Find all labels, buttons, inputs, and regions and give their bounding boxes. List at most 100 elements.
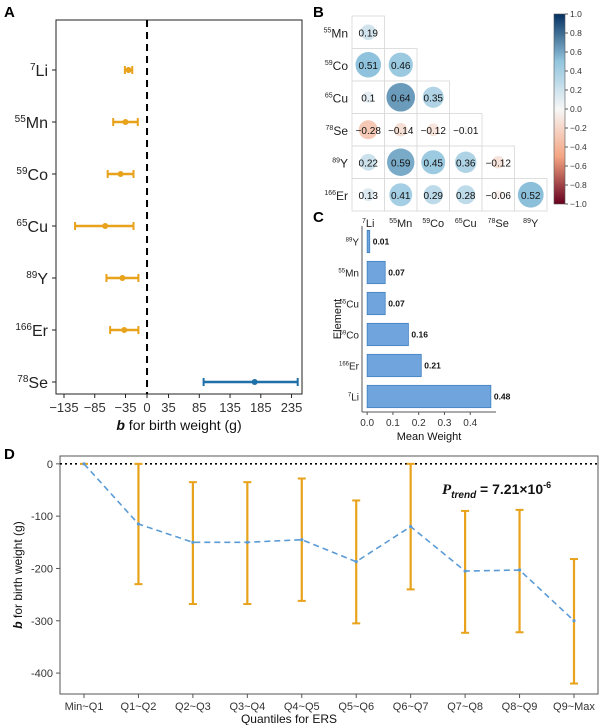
heatmap-col-label-mn-symbol: Mn bbox=[397, 218, 412, 230]
forest-point-er bbox=[121, 327, 128, 333]
colorbar-tick-label: 0.4 bbox=[570, 66, 582, 76]
panel-label-b: B bbox=[313, 4, 324, 21]
bar-value-label: 0.48 bbox=[494, 392, 511, 402]
heatmap-row-label-se-symbol: Se bbox=[333, 124, 348, 138]
forest-plot-panel: 7Li 55Mn 59Co 65Cu 89Y 166Er 78Se−135 −85 −35 0 35… bbox=[15, 19, 303, 433]
panel-label-d: D bbox=[4, 446, 15, 463]
forest-row-label-mn: 55Mn bbox=[15, 114, 48, 132]
heatmap-value-label: 0.45 bbox=[424, 158, 444, 169]
trend-point bbox=[136, 522, 141, 526]
trend-yaxis-title-rest: for birth weight (g) bbox=[11, 521, 25, 621]
trend-xtick-label: Q1~Q2 bbox=[121, 701, 157, 713]
heatmap-row-label-se-mass: 78 bbox=[326, 125, 334, 132]
heatmap-col-label-se-mass: 78 bbox=[488, 218, 496, 225]
heatmap-row-label-er: 166Er bbox=[324, 189, 348, 203]
trend-point bbox=[82, 462, 86, 466]
trend-xtick-label: Q9~Max bbox=[553, 701, 595, 713]
heatmap-col-label-co: 59Co bbox=[422, 218, 444, 230]
heatmap-value-label: 0.64 bbox=[391, 93, 411, 104]
heatmap-row-label-y-symbol: Y bbox=[340, 156, 348, 170]
heatmap-row-label-cu-mass: 65 bbox=[325, 92, 333, 99]
forest-xtick-label: 35 bbox=[161, 400, 175, 415]
bar-li bbox=[366, 384, 492, 409]
trend-p-equation: = 7.21×10 bbox=[476, 481, 543, 497]
forest-xtick-label: −35 bbox=[114, 400, 136, 415]
heatmap-row-label-y: 89Y bbox=[332, 156, 348, 170]
trend-yaxis-title: b for birth weight (g) bbox=[11, 521, 25, 628]
colorbar-tick-label: −1.0 bbox=[570, 199, 587, 209]
trend-ytick-label: -300 bbox=[31, 616, 53, 628]
heatmap-circle bbox=[389, 183, 413, 207]
trend-point bbox=[191, 540, 195, 544]
heatmap-col-label-y-mass: 89 bbox=[523, 218, 531, 225]
heatmap-circle bbox=[360, 24, 377, 41]
heatmap-circle bbox=[362, 91, 374, 103]
heatmap-row-label-cu-symbol: Cu bbox=[333, 91, 348, 105]
heatmap-circle bbox=[355, 51, 382, 78]
forest-row-label-y-symbol: Y bbox=[37, 271, 48, 288]
colorbar-tick-label: 0.0 bbox=[570, 104, 582, 114]
heatmap-value-label: 0.22 bbox=[359, 158, 379, 169]
heatmap-row-label-co-symbol: Co bbox=[333, 59, 349, 73]
bar-category-label-y: 89Y bbox=[346, 238, 360, 249]
forest-row-label-er: 166Er bbox=[15, 322, 48, 340]
bar-value-label: 0.01 bbox=[373, 237, 390, 247]
heatmap-value-label: −0.12 bbox=[421, 126, 447, 137]
heatmap-row-label-er-symbol: Er bbox=[336, 189, 348, 203]
trend-point bbox=[354, 560, 358, 564]
colorbar-tick-label: −0.2 bbox=[570, 123, 587, 133]
forest-xtick-label: −85 bbox=[84, 400, 106, 415]
colorbar-tick-label: 0.8 bbox=[570, 28, 582, 38]
heatmap-value-label: 0.13 bbox=[359, 191, 379, 202]
heatmap-row-label-cu: 65Cu bbox=[325, 91, 348, 105]
trend-xtick-label: Q2~Q3 bbox=[175, 701, 211, 713]
heatmap-col-label-co-symbol: Co bbox=[430, 218, 444, 230]
bar-category-label-cu-mass: 65 bbox=[340, 300, 347, 306]
heatmap-circle bbox=[422, 86, 444, 108]
bar-mn bbox=[366, 260, 386, 285]
forest-xtick-label: 235 bbox=[281, 400, 303, 415]
trend-point bbox=[572, 619, 576, 623]
heatmap-value-label: 0.46 bbox=[391, 61, 411, 72]
heatmap-circle bbox=[387, 148, 415, 176]
trend-ytick-label: 0 bbox=[47, 459, 53, 471]
heatmap-value-label: 0.52 bbox=[521, 191, 541, 202]
bar-category-label-y-mass: 89 bbox=[346, 238, 353, 244]
heatmap-col-label-mn-mass: 55 bbox=[389, 218, 397, 225]
bar-xtick-label: 0.4 bbox=[463, 418, 477, 429]
forest-xaxis-title-rest: for birth weight (g) bbox=[125, 417, 242, 433]
heatmap-row-label-co: 59Co bbox=[325, 59, 348, 73]
bar-xtick-label: 0.0 bbox=[360, 418, 374, 429]
colorbar-tick-label: −0.4 bbox=[570, 142, 587, 152]
heatmap-circle bbox=[361, 188, 375, 202]
trend-point bbox=[300, 538, 304, 542]
heatmap-value-label: 0.19 bbox=[359, 28, 379, 39]
forest-xtick-label: 135 bbox=[219, 400, 241, 415]
forest-xaxis-title-b: b bbox=[116, 417, 125, 433]
bar-category-label-y-symbol: Y bbox=[352, 238, 359, 249]
forest-xtick-label: 185 bbox=[250, 400, 272, 415]
heatmap-row-label-co-mass: 59 bbox=[325, 60, 333, 67]
heatmap-value-label: 0.1 bbox=[361, 93, 375, 104]
heatmap-circle bbox=[359, 153, 377, 171]
trend-ytick-label: -100 bbox=[31, 511, 53, 523]
heatmap-circle bbox=[358, 120, 378, 140]
heatmap-col-label-mn: 55Mn bbox=[389, 218, 412, 230]
bar-category-label-er-symbol: Er bbox=[349, 362, 360, 373]
heatmap-value-label: 0.35 bbox=[424, 93, 444, 104]
forest-row-label-se-symbol: Se bbox=[28, 375, 48, 392]
forest-point-co bbox=[117, 171, 124, 177]
heatmap-value-label: −0.28 bbox=[356, 126, 382, 137]
panel-label-a: A bbox=[4, 4, 15, 21]
colorbar-tick-label: 0.2 bbox=[570, 85, 582, 95]
heatmap-value-label: 0.51 bbox=[359, 61, 379, 72]
forest-point-y bbox=[119, 275, 126, 281]
bar-category-label-mn-symbol: Mn bbox=[345, 269, 359, 280]
trend-xaxis-title: Quantiles for ERS bbox=[241, 712, 337, 725]
heatmap-circle bbox=[388, 52, 413, 77]
heatmap-value-label: −0.01 bbox=[453, 126, 479, 137]
heatmap-circle bbox=[427, 123, 440, 136]
forest-point-li bbox=[125, 67, 132, 73]
colorbar-rect bbox=[553, 13, 566, 205]
heatmap-row-label-er-mass: 166 bbox=[324, 190, 336, 197]
